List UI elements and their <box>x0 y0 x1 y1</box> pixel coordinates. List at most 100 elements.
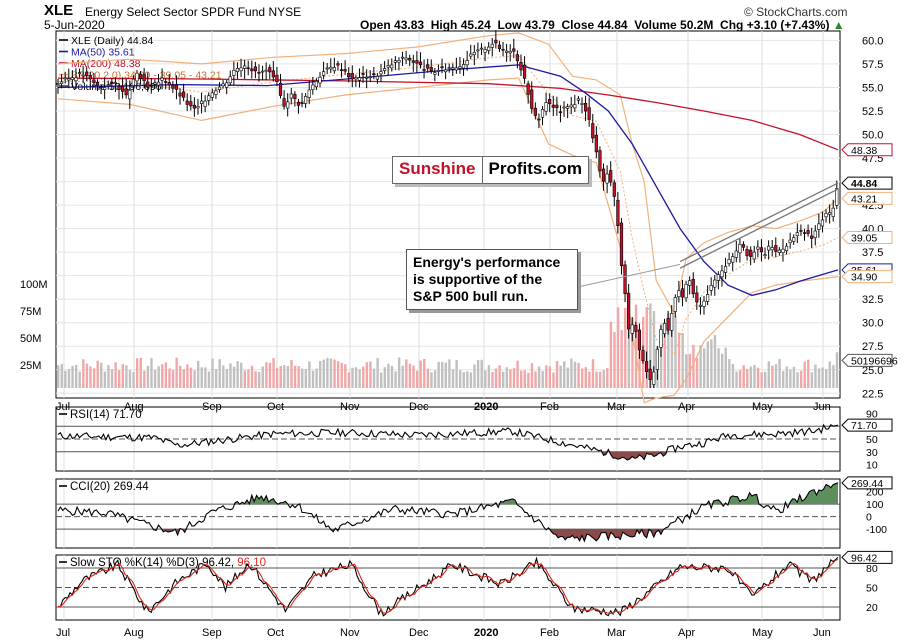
candle-body <box>110 81 114 84</box>
volume-bar <box>530 363 534 388</box>
candle-body <box>311 84 315 91</box>
volume-bar <box>401 365 404 388</box>
candle-body <box>670 313 674 331</box>
volume-bar <box>168 368 171 388</box>
candle-body <box>713 279 717 288</box>
volume-bar <box>634 304 638 388</box>
candle-body <box>365 76 369 79</box>
month-label: May <box>752 401 773 413</box>
volume-bar <box>767 361 771 388</box>
candle-body <box>576 98 580 101</box>
volume-bar <box>749 366 753 388</box>
volume-bar <box>649 303 652 388</box>
candle-body <box>429 67 433 71</box>
candle-body <box>192 104 196 109</box>
volume-bar <box>200 367 203 388</box>
candle-body <box>95 81 100 86</box>
candle-body <box>199 100 204 105</box>
volume-bar <box>426 368 430 388</box>
volume-bar <box>380 372 383 388</box>
candle-body <box>99 86 103 89</box>
candle-body <box>271 70 275 78</box>
candle-body <box>469 53 473 57</box>
candle-body <box>795 232 799 237</box>
candle-body <box>339 69 344 71</box>
candle-body <box>185 100 189 105</box>
candle-body <box>767 245 771 251</box>
value-tag-label: 48.38 <box>851 145 877 157</box>
candle-body <box>314 81 319 88</box>
volume-bar <box>344 364 347 388</box>
price-tick-label: 50.0 <box>862 130 883 142</box>
month-label-bottom: Feb <box>540 627 559 639</box>
value-tag-label: 39.05 <box>851 233 877 245</box>
candle-body <box>67 78 71 81</box>
volume-bar <box>193 370 196 388</box>
volume-bar <box>139 357 142 388</box>
volume-bar <box>347 372 351 388</box>
low-value: 43.79 <box>524 18 555 32</box>
candle-body <box>648 368 652 380</box>
candle-body <box>813 230 817 238</box>
volume-bar <box>419 360 422 388</box>
candle-body <box>379 71 383 75</box>
volume-bar <box>487 365 491 388</box>
sto-panel-title: Slow STO %K(14) %D(3) 96.42, 96.10 <box>70 557 266 569</box>
candle-body <box>792 237 796 242</box>
volume-bar <box>329 358 333 388</box>
candle-body <box>411 60 415 63</box>
volume-bar <box>534 371 537 388</box>
month-label: Oct <box>267 401 284 413</box>
month-label-bottom: Nov <box>340 627 360 639</box>
volume-bar <box>89 366 92 388</box>
month-label: Nov <box>340 401 360 413</box>
candle-body <box>239 67 243 72</box>
candle-body <box>655 348 659 370</box>
volume-tick-label: 75M <box>20 306 41 318</box>
volume-bar <box>645 306 648 388</box>
volume-bar <box>322 359 325 388</box>
candle-body <box>540 109 545 118</box>
volume-bar <box>326 357 329 388</box>
cci-panel-line <box>57 482 839 543</box>
candle-body <box>56 83 60 85</box>
volume-bar <box>792 366 796 388</box>
volume-bar <box>107 365 110 388</box>
value-tag-box <box>841 353 893 367</box>
volume-bar <box>692 344 695 388</box>
candle-body <box>494 39 498 44</box>
volume-bar <box>764 371 767 388</box>
volume-bar <box>387 363 390 388</box>
candle-body <box>253 66 257 72</box>
legend-entry: MA(50) 35.61 <box>71 47 135 59</box>
candle-body <box>361 73 365 75</box>
candle-body <box>702 300 706 307</box>
volume-bar <box>118 370 121 388</box>
volume-bar <box>272 358 275 388</box>
candle-body <box>296 101 301 106</box>
candle-body <box>788 239 792 243</box>
volume-bar <box>724 347 727 388</box>
value-tag-label: 50196696 <box>851 355 898 367</box>
ticker-symbol: XLE <box>44 2 74 19</box>
candle-body <box>716 274 720 281</box>
volume-bar <box>250 365 254 388</box>
volume-bar <box>519 370 523 388</box>
candle-body <box>347 73 351 78</box>
candle-body <box>451 67 455 70</box>
volume-bar <box>494 368 498 388</box>
volume-label: Volume <box>634 18 677 32</box>
osc-tick-label: 50 <box>866 434 878 446</box>
volume-bar <box>563 361 566 388</box>
candle-body <box>85 71 89 77</box>
volume-bar <box>706 341 710 388</box>
candle-body <box>831 207 835 217</box>
candle-body <box>698 304 703 307</box>
candle-body <box>393 60 397 63</box>
candle-body <box>802 232 807 234</box>
close-value: 44.84 <box>597 18 628 32</box>
candle-body <box>149 85 153 87</box>
volume-bar <box>254 371 257 388</box>
candle-body <box>246 67 250 70</box>
watermark: © StockCharts.com <box>744 5 848 19</box>
